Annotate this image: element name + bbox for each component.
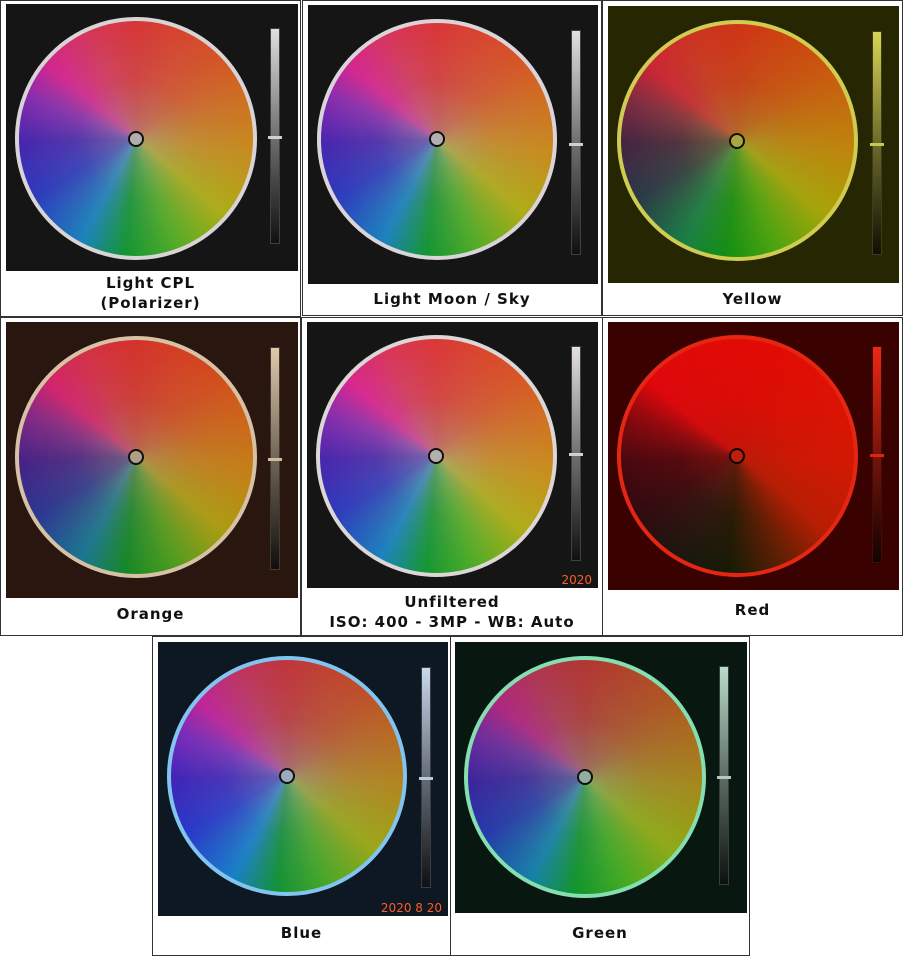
photo [6,322,298,598]
panel: Orange [0,317,301,636]
panel: Light Moon / Sky [302,0,602,316]
caption-line: Green [572,924,628,942]
date-stamp: 2020 [561,573,592,587]
panel: 2020 Unfiltered ISO: 400 - 3MP - WB: Aut… [301,317,603,636]
photo [308,5,598,284]
caption-line: (Polarizer) [100,294,201,312]
panel: Red [602,317,903,636]
caption: Red [603,600,902,620]
photo [455,642,747,913]
photo [608,6,899,283]
caption: Light Moon / Sky [303,289,601,309]
caption-line: Unfiltered [404,593,500,611]
date-stamp: 2020 8 20 [380,901,442,915]
caption-line: Yellow [722,290,783,308]
photo [6,4,298,271]
caption: Light CPL (Polarizer) [1,273,300,313]
caption-line: Blue [280,924,323,942]
photo: 2020 [307,322,598,588]
caption: Orange [1,604,300,624]
caption-line: Red [734,601,771,619]
photo [608,322,899,590]
panel: Light CPL (Polarizer) [0,0,301,317]
caption: Green [451,923,749,943]
panel: 2020 8 20 Blue [152,636,451,956]
photo: 2020 8 20 [158,642,448,916]
caption-line: Light Moon / Sky [373,290,531,308]
caption-line: ISO: 400 - 3MP - WB: Auto [329,613,575,631]
caption: Yellow [603,289,902,309]
caption: Blue [153,923,450,943]
panel: Yellow [602,0,903,316]
caption: Unfiltered ISO: 400 - 3MP - WB: Auto [302,592,602,632]
panel: Green [450,636,750,956]
caption-line: Light CPL [105,274,196,292]
caption-line: Orange [116,605,185,623]
